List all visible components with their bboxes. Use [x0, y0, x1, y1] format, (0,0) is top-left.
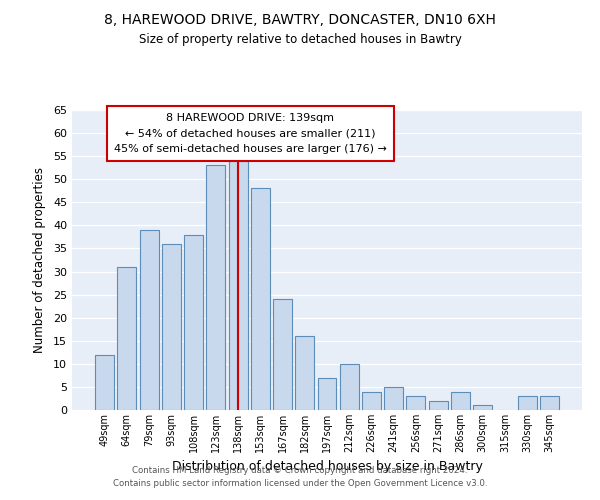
Bar: [429, 401, 448, 410]
Bar: [362, 392, 381, 410]
X-axis label: Distribution of detached houses by size in Bawtry: Distribution of detached houses by size …: [172, 460, 482, 473]
Bar: [406, 396, 425, 410]
Text: Contains HM Land Registry data © Crown copyright and database right 2024.
Contai: Contains HM Land Registry data © Crown c…: [113, 466, 487, 487]
Bar: [384, 387, 403, 410]
Bar: [451, 392, 470, 410]
Bar: [540, 396, 559, 410]
Bar: [251, 188, 270, 410]
Bar: [229, 161, 248, 410]
Bar: [473, 406, 492, 410]
Bar: [295, 336, 314, 410]
Bar: [340, 364, 359, 410]
Bar: [162, 244, 181, 410]
Bar: [206, 166, 225, 410]
Bar: [95, 354, 114, 410]
Y-axis label: Number of detached properties: Number of detached properties: [33, 167, 46, 353]
Bar: [273, 299, 292, 410]
Bar: [140, 230, 158, 410]
Bar: [118, 267, 136, 410]
Text: 8 HAREWOOD DRIVE: 139sqm
← 54% of detached houses are smaller (211)
45% of semi-: 8 HAREWOOD DRIVE: 139sqm ← 54% of detach…: [114, 113, 387, 154]
Text: Size of property relative to detached houses in Bawtry: Size of property relative to detached ho…: [139, 32, 461, 46]
Bar: [184, 234, 203, 410]
Bar: [518, 396, 536, 410]
Bar: [317, 378, 337, 410]
Text: 8, HAREWOOD DRIVE, BAWTRY, DONCASTER, DN10 6XH: 8, HAREWOOD DRIVE, BAWTRY, DONCASTER, DN…: [104, 12, 496, 26]
